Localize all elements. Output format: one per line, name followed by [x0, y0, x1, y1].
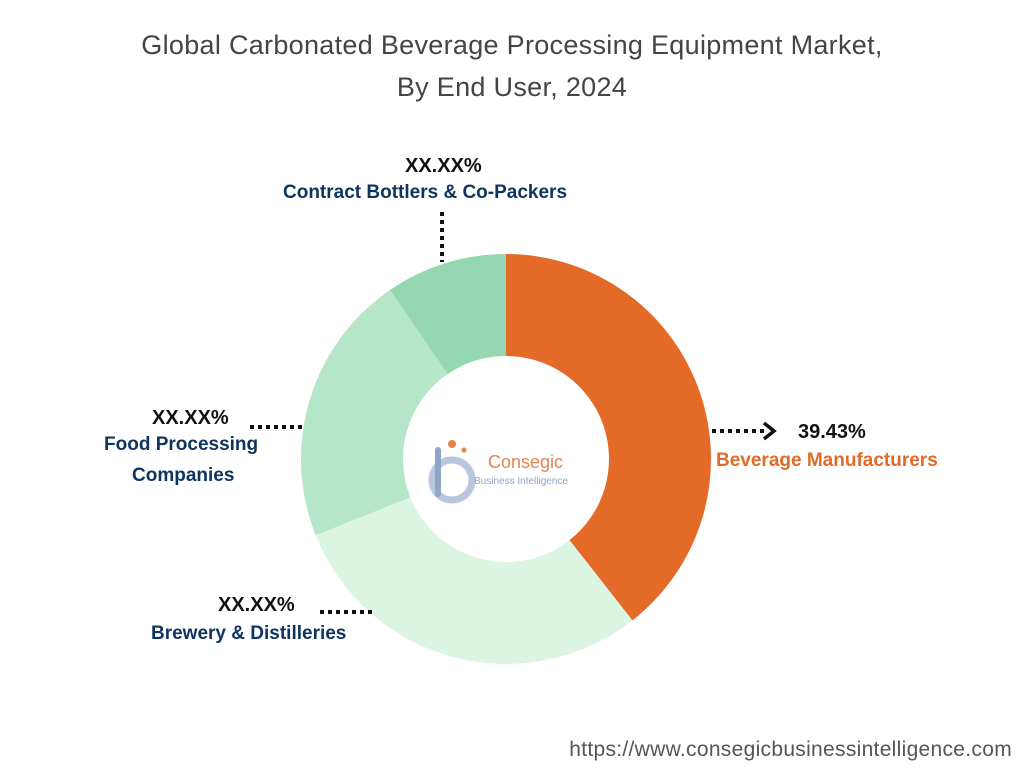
chart-title-line1: Global Carbonated Beverage Processing Eq…	[141, 30, 883, 60]
pct-beverage-manufacturers: 39.43%	[798, 421, 866, 443]
slice-food-processing-companies	[301, 289, 448, 536]
pct-brewery: XX.XX%	[218, 594, 295, 616]
slice-beverage-manufacturers	[506, 254, 711, 621]
leader-beverage-arrowhead	[762, 421, 777, 441]
pct-contract-bottlers: XX.XX%	[405, 155, 482, 177]
label-beverage-manufacturers: Beverage Manufacturers	[716, 450, 938, 471]
logo-mark-icon	[428, 440, 476, 504]
label-food-processing-line1: Food Processing	[104, 434, 259, 455]
logo-name: Consegic	[488, 452, 564, 472]
pct-food-processing: XX.XX%	[152, 407, 229, 429]
center-logo: Consegic Business Intelligence	[420, 438, 600, 508]
label-brewery: Brewery & Distilleries	[151, 623, 347, 644]
slice-brewery-distilleries	[315, 497, 633, 665]
label-contract-bottlers: Contract Bottlers & Co-Packers	[283, 182, 568, 203]
slice-contract-bottlers-co-packers	[390, 254, 506, 375]
footer-url: https://www.consegicbusinessintelligence…	[569, 738, 1012, 761]
chart-title-line2: By End User, 2024	[396, 72, 628, 102]
logo-subtitle: Business Intelligence	[474, 476, 568, 487]
chart-title: Global Carbonated Beverage Processing Eq…	[0, 24, 1024, 108]
label-food-processing-line2: Companies	[132, 465, 235, 486]
